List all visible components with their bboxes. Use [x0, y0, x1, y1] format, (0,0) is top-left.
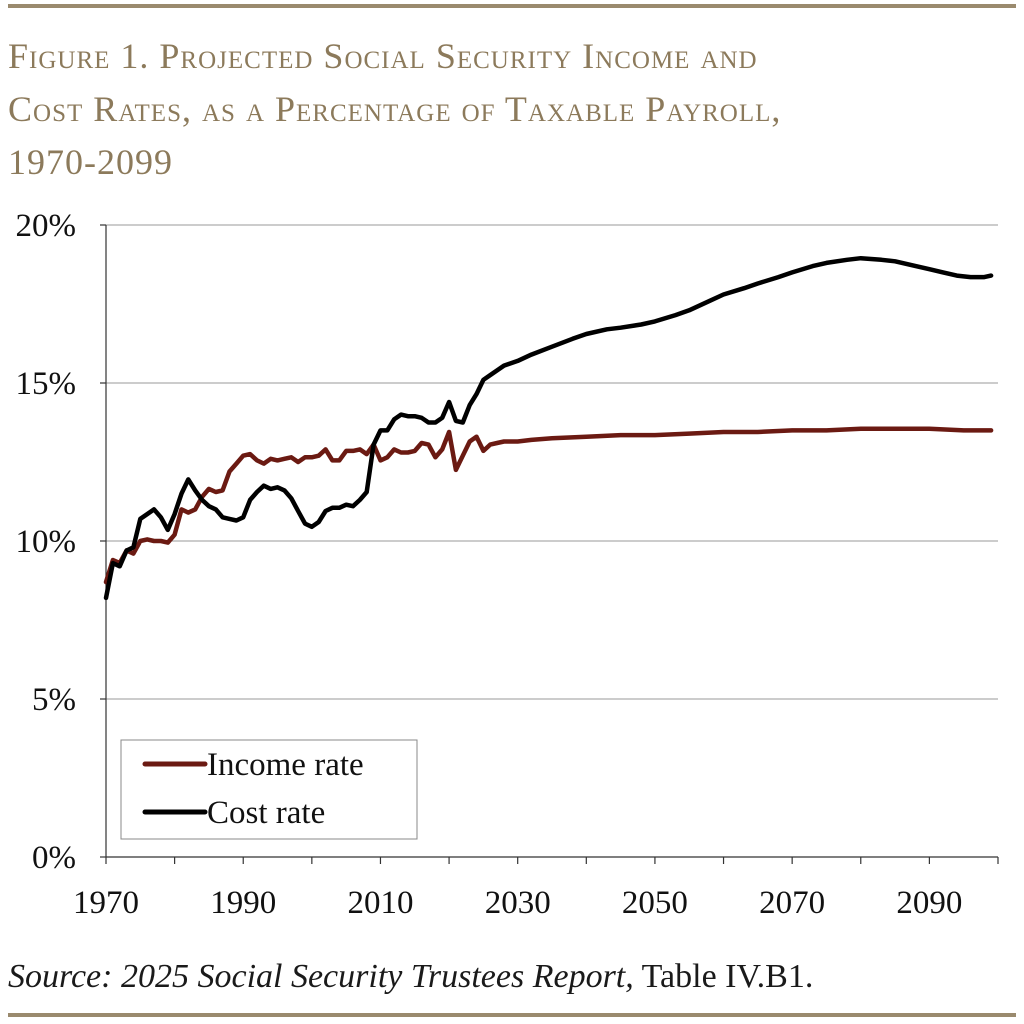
income-rate-line: [103, 426, 994, 585]
source-plain: Table IV.B1.: [633, 958, 814, 995]
title-line-1: Figure 1. Projected Social Security Inco…: [8, 36, 758, 76]
y-tick-label: 5%: [32, 682, 76, 718]
x-tick-label: 2010: [347, 885, 413, 921]
x-tick-label: 2030: [485, 885, 551, 921]
title-line-3: 1970-2099: [8, 142, 173, 182]
y-tick-label: 20%: [16, 208, 77, 244]
y-tick-label: 15%: [16, 366, 77, 402]
bottom-rule: [8, 1013, 1016, 1017]
x-tick-label: 1990: [210, 885, 276, 921]
x-tick-label: 1970: [73, 885, 139, 921]
x-tick-label: 2050: [622, 885, 688, 921]
y-tick-label: 0%: [32, 840, 76, 876]
legend-box: [120, 739, 418, 840]
legend-label-cost: Cost rate: [207, 795, 325, 831]
y-tick-label: 10%: [16, 524, 77, 560]
cost-rate-line: [103, 255, 994, 601]
source-note: Source: 2025 Social Security Trustees Re…: [8, 958, 813, 996]
title-line-2: Cost Rates, as a Percentage of Taxable P…: [8, 89, 782, 129]
legend-label-income: Income rate: [207, 747, 364, 783]
source-italic: Source: 2025 Social Security Trustees Re…: [8, 958, 634, 995]
figure-title: Figure 1. Projected Social Security Inco…: [8, 30, 1008, 189]
x-tick-label: 2070: [759, 885, 825, 921]
x-tick-label: 2090: [896, 885, 962, 921]
top-rule: [8, 4, 1016, 8]
